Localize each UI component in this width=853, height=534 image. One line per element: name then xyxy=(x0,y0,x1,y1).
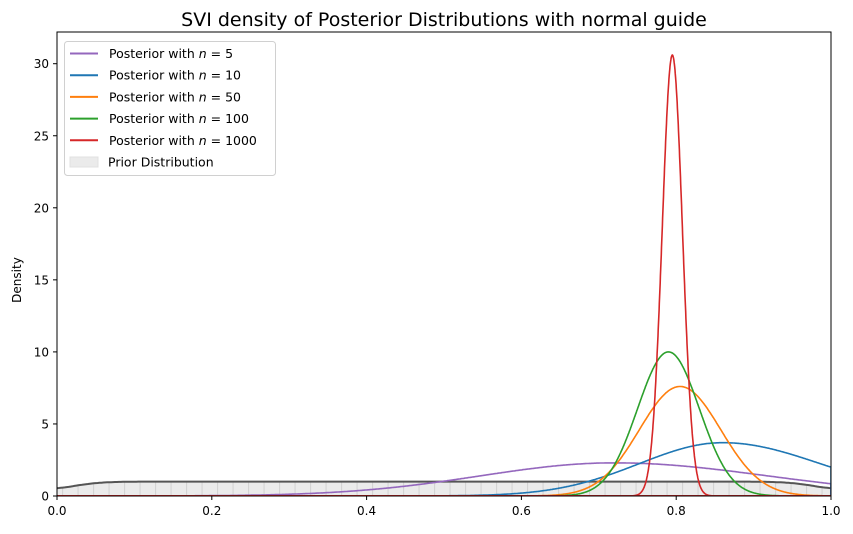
legend: Posterior with n = 5 Posterior with n = 1… xyxy=(64,41,276,176)
y-tick-label: 10 xyxy=(34,345,49,359)
y-tick-label: 25 xyxy=(34,129,49,143)
y-tick-label: 0 xyxy=(41,490,49,504)
legend-label: Posterior with n = 1000 xyxy=(109,133,257,148)
x-tick-label: 0.4 xyxy=(357,504,376,518)
x-tick-label: 0.2 xyxy=(202,504,221,518)
series-line-1 xyxy=(173,441,831,496)
x-tick-label: 0.0 xyxy=(47,504,66,518)
legend-label: Posterior with n = 50 xyxy=(109,89,241,104)
prior-fill xyxy=(57,481,831,496)
series-line-0 xyxy=(173,462,831,496)
legend-box xyxy=(64,41,276,176)
plot-frame xyxy=(56,31,832,497)
legend-label: Posterior with n = 100 xyxy=(109,111,249,126)
legend-label: Prior Distribution xyxy=(108,155,214,170)
x-tick-label: 1.0 xyxy=(821,504,840,518)
y-tick-label: 30 xyxy=(34,57,49,71)
x-tick-label: 0.6 xyxy=(512,504,531,518)
legend-label: Posterior with n = 5 xyxy=(109,46,233,61)
x-tick-label: 0.8 xyxy=(667,504,686,518)
series-line-4 xyxy=(611,54,831,496)
series-line-2 xyxy=(435,385,831,496)
y-tick-label: 20 xyxy=(34,201,49,215)
y-tick-label: 15 xyxy=(34,273,49,287)
legend-swatch-prior xyxy=(69,156,99,168)
chart-title: SVI density of Posterior Distributions w… xyxy=(181,9,707,31)
legend-label: Posterior with n = 10 xyxy=(109,68,241,83)
y-tick-label: 5 xyxy=(41,417,49,431)
y-axis-label: Density xyxy=(10,257,24,303)
